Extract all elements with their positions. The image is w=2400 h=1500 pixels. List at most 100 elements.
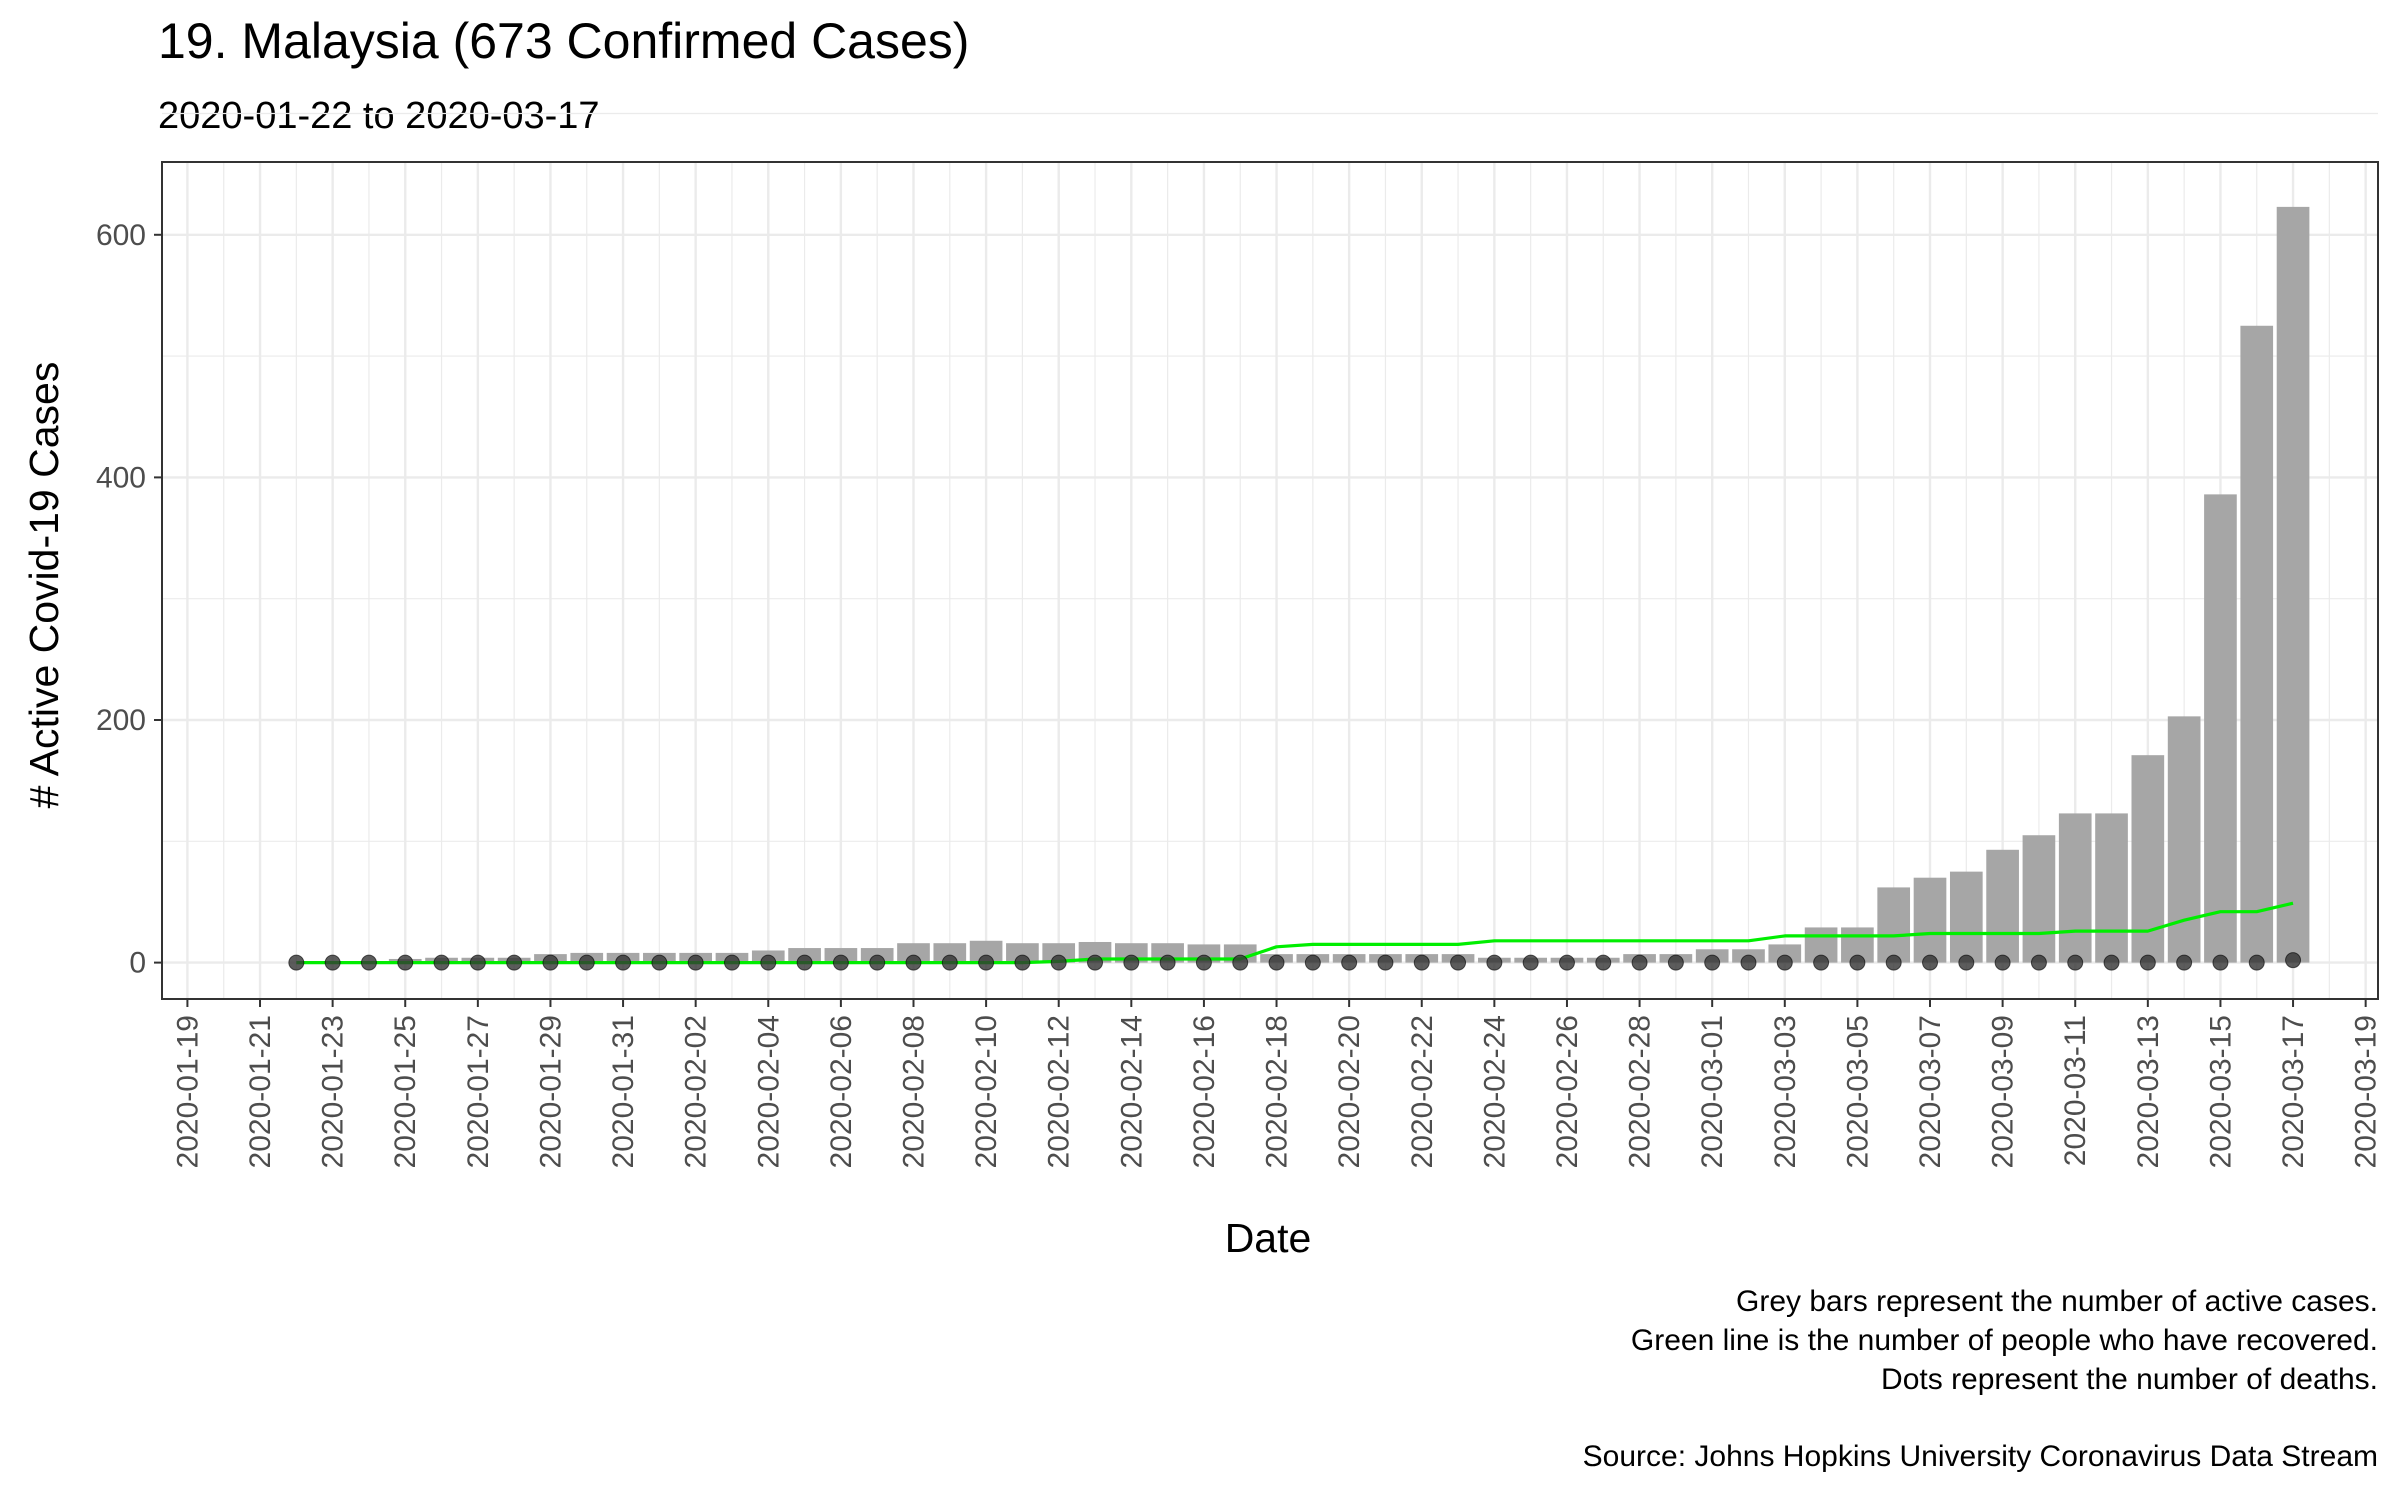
caption-line: Green line is the number of people who h… bbox=[1631, 1324, 2378, 1357]
x-tick-label: 2020-01-21 bbox=[244, 1015, 277, 1168]
x-tick-label: 2020-03-15 bbox=[2204, 1015, 2237, 1168]
death-dot bbox=[2248, 954, 2265, 971]
x-axis-title: Date bbox=[1225, 1215, 1312, 1261]
x-tick-label: 2020-02-28 bbox=[1624, 1015, 1657, 1168]
death-dot bbox=[651, 954, 668, 971]
death-dot bbox=[1958, 954, 1975, 971]
death-dot bbox=[1994, 954, 2011, 971]
active-cases-bar bbox=[2095, 813, 2128, 963]
x-tick-label: 2020-03-07 bbox=[1914, 1015, 1947, 1168]
death-dot bbox=[1776, 954, 1793, 971]
death-dot bbox=[1268, 954, 1285, 971]
death-dot bbox=[2030, 954, 2047, 971]
x-tick-label: 2020-03-11 bbox=[2059, 1015, 2092, 1166]
death-dot bbox=[578, 954, 595, 971]
caption-source: Source: Johns Hopkins University Coronav… bbox=[1583, 1440, 2378, 1473]
x-tick-label: 2020-02-08 bbox=[897, 1015, 930, 1168]
active-cases-bar bbox=[897, 943, 930, 963]
active-cases-bar bbox=[933, 943, 967, 963]
x-tick-label: 2020-01-23 bbox=[317, 1015, 350, 1168]
active-cases-bar bbox=[2276, 206, 2310, 963]
death-dot bbox=[542, 954, 559, 971]
death-dot bbox=[760, 954, 777, 971]
death-dot bbox=[1087, 954, 1104, 971]
death-dot bbox=[288, 954, 305, 971]
death-dot bbox=[2103, 954, 2120, 971]
active-cases-bar bbox=[1768, 944, 1802, 963]
death-dot bbox=[360, 954, 377, 971]
x-tick-label: 2020-02-22 bbox=[1406, 1015, 1439, 1168]
x-tick-label: 2020-02-20 bbox=[1333, 1015, 1366, 1168]
death-dot bbox=[433, 954, 450, 971]
active-cases-bar bbox=[1042, 943, 1076, 963]
x-tick-label: 2020-02-26 bbox=[1551, 1015, 1584, 1168]
x-tick-label: 2020-03-03 bbox=[1769, 1015, 1802, 1168]
death-dots bbox=[288, 952, 2302, 971]
death-dot bbox=[941, 954, 958, 971]
active-cases-bars bbox=[388, 206, 2310, 963]
caption-bars: Grey bars represent the number of active… bbox=[1736, 1285, 2378, 1318]
death-dot bbox=[2212, 954, 2229, 971]
death-dot bbox=[1595, 954, 1612, 971]
active-cases-bar bbox=[1949, 871, 1983, 963]
death-dot bbox=[687, 954, 704, 971]
active-cases-bar bbox=[1006, 943, 1039, 963]
x-tick-label: 2020-03-13 bbox=[2132, 1015, 2165, 1168]
active-cases-bar bbox=[2204, 494, 2237, 963]
death-dot bbox=[506, 954, 523, 971]
death-dot bbox=[1195, 954, 1212, 971]
death-dot bbox=[1232, 954, 1249, 971]
death-dot bbox=[905, 954, 922, 971]
y-tick-label: 0 bbox=[129, 947, 146, 980]
x-tick-label: 2020-02-06 bbox=[825, 1015, 858, 1168]
y-axis-title: # Active Covid-19 Cases bbox=[21, 362, 67, 809]
x-tick-label: 2020-01-25 bbox=[389, 1015, 422, 1168]
death-dot bbox=[1304, 954, 1321, 971]
x-tick-label: 2020-03-09 bbox=[1987, 1015, 2020, 1168]
death-dot bbox=[1050, 954, 1067, 971]
x-tick-label: 2020-01-27 bbox=[462, 1015, 495, 1168]
death-dot bbox=[1631, 954, 1648, 971]
death-dot bbox=[2067, 954, 2084, 971]
chart-subtitle: 2020-01-22 to 2020-03-17 bbox=[158, 95, 600, 137]
x-tick-label: 2020-02-14 bbox=[1115, 1015, 1148, 1168]
death-dot bbox=[1341, 954, 1358, 971]
x-tick-label: 2020-03-05 bbox=[1841, 1015, 1874, 1168]
death-dot bbox=[1849, 954, 1866, 971]
x-tick-label: 2020-01-29 bbox=[534, 1015, 567, 1168]
death-dot bbox=[1377, 954, 1394, 971]
active-cases-bar bbox=[969, 940, 1003, 963]
death-dot bbox=[1740, 954, 1757, 971]
active-cases-bar bbox=[2022, 835, 2056, 963]
death-dot bbox=[615, 954, 632, 971]
x-tick-label: 2020-03-19 bbox=[2350, 1015, 2383, 1168]
active-cases-bar bbox=[1986, 849, 2019, 963]
death-dot bbox=[1885, 954, 1902, 971]
death-dot bbox=[469, 954, 486, 971]
x-tick-label: 2020-03-17 bbox=[2277, 1015, 2310, 1168]
active-cases-bar bbox=[2240, 325, 2274, 963]
death-dot bbox=[1667, 954, 1684, 971]
death-dot bbox=[397, 954, 414, 971]
death-dot bbox=[2176, 954, 2193, 971]
death-dot bbox=[1159, 954, 1176, 971]
death-dot bbox=[1413, 954, 1430, 971]
x-tick-label: 2020-02-02 bbox=[680, 1015, 713, 1168]
x-tick-label: 2020-02-04 bbox=[752, 1015, 785, 1168]
y-tick-label: 400 bbox=[96, 461, 146, 494]
death-dot bbox=[796, 954, 813, 971]
death-dot bbox=[978, 954, 995, 971]
gridlines bbox=[162, 112, 2378, 999]
plot-panel-border bbox=[161, 161, 2379, 1000]
x-tick-label: 2020-02-12 bbox=[1043, 1015, 1076, 1168]
death-dot bbox=[1813, 954, 1830, 971]
caption-dots: Dots represent the number of deaths. bbox=[1881, 1363, 2378, 1396]
y-tick-label: 600 bbox=[96, 219, 146, 252]
x-tick-label: 2020-02-10 bbox=[970, 1015, 1003, 1168]
death-dot bbox=[324, 954, 341, 971]
death-dot bbox=[723, 954, 740, 971]
death-dot bbox=[1522, 954, 1539, 971]
active-cases-bar bbox=[2058, 813, 2092, 963]
death-dot bbox=[1558, 954, 1575, 971]
death-dot bbox=[1123, 954, 1140, 971]
